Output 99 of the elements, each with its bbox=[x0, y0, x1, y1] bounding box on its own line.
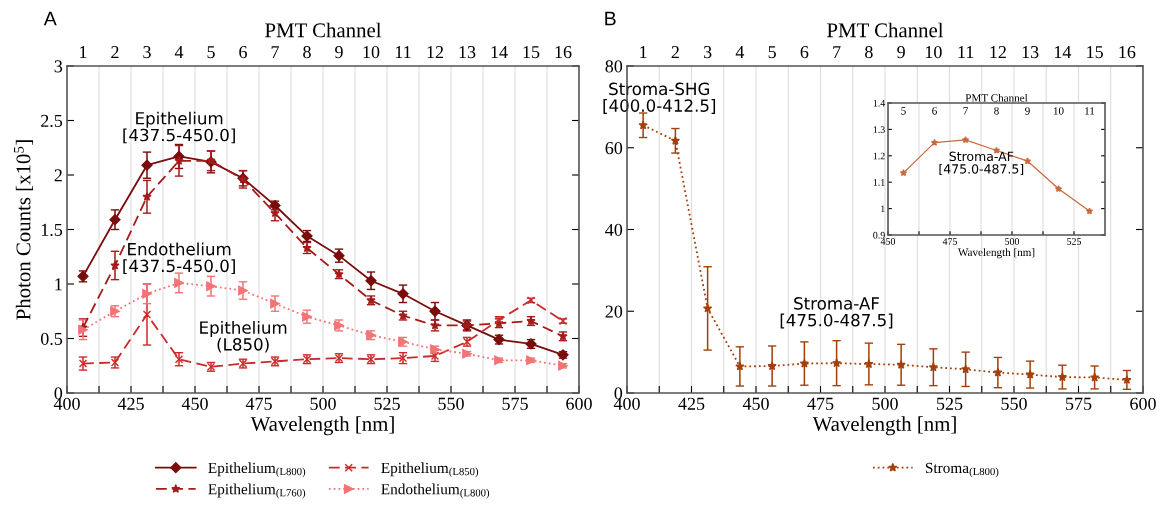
x-tick-label: 525 bbox=[1067, 238, 1082, 245]
x2-tick-label: 11 bbox=[1085, 107, 1095, 115]
x2-tick-label: 6 bbox=[800, 46, 809, 59]
x2-tick-label: 10 bbox=[1053, 107, 1064, 115]
x-tick-label: 550 bbox=[1001, 397, 1027, 410]
x2-tick-label: 2 bbox=[111, 46, 119, 58]
annotation: Stroma-AF [475.0-487.5] bbox=[780, 297, 893, 329]
x2-tick-label: 7 bbox=[271, 46, 279, 58]
x2-tick-label: 14 bbox=[1054, 46, 1072, 58]
x2-tick-label: 15 bbox=[1087, 46, 1103, 59]
y-tick-label: 0.9 bbox=[873, 231, 885, 239]
x2-tick-label: 8 bbox=[303, 45, 311, 59]
x-tick-label: 400 bbox=[613, 397, 640, 410]
y-tick-label: 1.4 bbox=[873, 99, 886, 107]
x2-tick-label: 12 bbox=[427, 46, 444, 58]
x2-tick-label: 6 bbox=[932, 107, 937, 115]
y-tick-label: 2 bbox=[54, 169, 62, 182]
x2-tick-label: 5 bbox=[207, 46, 215, 59]
annotation: Stroma-AF [475.0-487.5] bbox=[939, 151, 1024, 176]
y-axis-title: Photon Counts [x10$^{5}$] bbox=[14, 140, 34, 320]
y-tick-label: 1 bbox=[55, 278, 62, 291]
x-axis-title: Wavelength [nm] bbox=[812, 416, 956, 436]
x-tick-label: 525 bbox=[937, 397, 963, 410]
x2-tick-label: 13 bbox=[459, 46, 476, 59]
x2-tick-label: 9 bbox=[335, 46, 343, 59]
y-tick-label: 0.5 bbox=[40, 332, 63, 346]
legend-label: Epithelium$_{(L850)}$ bbox=[381, 462, 479, 478]
x2-axis-title: PMT Channel bbox=[265, 22, 382, 38]
x2-tick-label: 4 bbox=[735, 46, 745, 58]
x2-tick-label: 13 bbox=[1022, 46, 1039, 59]
chart-title: B bbox=[605, 11, 616, 26]
x-tick-label: 500 bbox=[1005, 238, 1020, 245]
y-tick-label: 1.3 bbox=[873, 126, 885, 133]
x2-tick-label: 1 bbox=[640, 46, 647, 58]
x-tick-label: 500 bbox=[872, 397, 898, 410]
legend-label: Epithelium$_{(L800)}$ bbox=[208, 462, 306, 478]
x-tick-label: 425 bbox=[117, 397, 144, 410]
x-tick-label: 450 bbox=[181, 397, 208, 410]
x2-tick-label: 7 bbox=[833, 46, 841, 58]
x-tick-label: 400 bbox=[53, 397, 80, 410]
x2-tick-label: 6 bbox=[239, 46, 247, 59]
x2-axis-title: PMT Channel bbox=[965, 93, 1028, 102]
x2-tick-label: 3 bbox=[703, 46, 712, 59]
y-tick-label: 0 bbox=[614, 387, 623, 400]
x2-tick-label: 11 bbox=[395, 46, 411, 58]
y-tick-label: 80 bbox=[605, 60, 623, 73]
x-tick-label: 475 bbox=[807, 397, 834, 410]
y-tick-label: 1.1 bbox=[873, 179, 885, 186]
x2-tick-label: 7 bbox=[963, 107, 968, 115]
x2-tick-label: 12 bbox=[990, 46, 1006, 58]
x-tick-label: 500 bbox=[310, 397, 336, 410]
y-tick-label: 0 bbox=[54, 387, 63, 400]
y-tick-label: 1 bbox=[881, 205, 885, 213]
annotation: Epithelium (L850) bbox=[200, 320, 287, 353]
x-tick-label: 600 bbox=[1130, 397, 1156, 410]
x2-tick-label: 11 bbox=[958, 46, 974, 58]
x2-tick-label: 5 bbox=[768, 46, 776, 59]
x-tick-label: 575 bbox=[1066, 397, 1092, 410]
x2-tick-label: 10 bbox=[925, 45, 942, 59]
y-tick-label: 20 bbox=[605, 305, 623, 318]
x2-tick-label: 1 bbox=[80, 46, 87, 58]
x2-tick-label: 5 bbox=[901, 107, 906, 115]
x-axis-title: Wavelength [nm] bbox=[250, 416, 394, 436]
x-tick-label: 475 bbox=[245, 397, 272, 410]
y-tick-label: 3 bbox=[54, 60, 63, 73]
y-tick-label: 2.5 bbox=[41, 114, 63, 128]
x2-tick-label: 9 bbox=[1025, 107, 1030, 115]
x-tick-label: 600 bbox=[566, 397, 592, 410]
x2-tick-label: 9 bbox=[897, 46, 905, 59]
x2-tick-label: 10 bbox=[363, 45, 380, 59]
y-tick-label: 40 bbox=[605, 223, 623, 236]
annotation: Epithelium [437.5-450.0] bbox=[123, 111, 235, 144]
x2-tick-label: 15 bbox=[523, 46, 540, 59]
x2-tick-label: 14 bbox=[491, 46, 508, 58]
x2-tick-label: 8 bbox=[865, 45, 873, 59]
x2-axis-title: PMT Channel bbox=[827, 22, 944, 38]
y-tick-label: 60 bbox=[605, 142, 623, 155]
x2-tick-label: 8 bbox=[994, 107, 999, 115]
legend-label: Stroma$_{(L800)}$ bbox=[925, 462, 999, 478]
x-tick-label: 525 bbox=[374, 397, 400, 410]
x-tick-label: 450 bbox=[742, 397, 769, 410]
x-tick-label: 475 bbox=[942, 238, 958, 245]
x2-tick-label: 16 bbox=[555, 46, 572, 59]
y-tick-label: 1.2 bbox=[873, 152, 885, 160]
x2-tick-label: 3 bbox=[143, 46, 151, 59]
y-tick-label: 1.5 bbox=[41, 223, 63, 237]
annotation: Stroma-SHG [400.0-412.5] bbox=[603, 82, 716, 114]
x-tick-label: 425 bbox=[678, 397, 705, 410]
x-tick-label: 550 bbox=[438, 397, 464, 410]
x2-tick-label: 4 bbox=[174, 46, 184, 58]
x2-tick-label: 2 bbox=[671, 46, 679, 58]
x-axis-title: Wavelength [nm] bbox=[957, 248, 1035, 259]
x2-tick-label: 16 bbox=[1119, 46, 1136, 59]
x-tick-label: 575 bbox=[502, 397, 528, 410]
legend-label: Endothelium$_{(L800)}$ bbox=[381, 483, 490, 499]
x-tick-label: 450 bbox=[880, 238, 896, 245]
annotation: Endothelium [437.5-450.0] bbox=[123, 242, 235, 275]
legend-label: Epithelium$_{(L760)}$ bbox=[208, 483, 306, 499]
chart-title: A bbox=[43, 11, 57, 26]
